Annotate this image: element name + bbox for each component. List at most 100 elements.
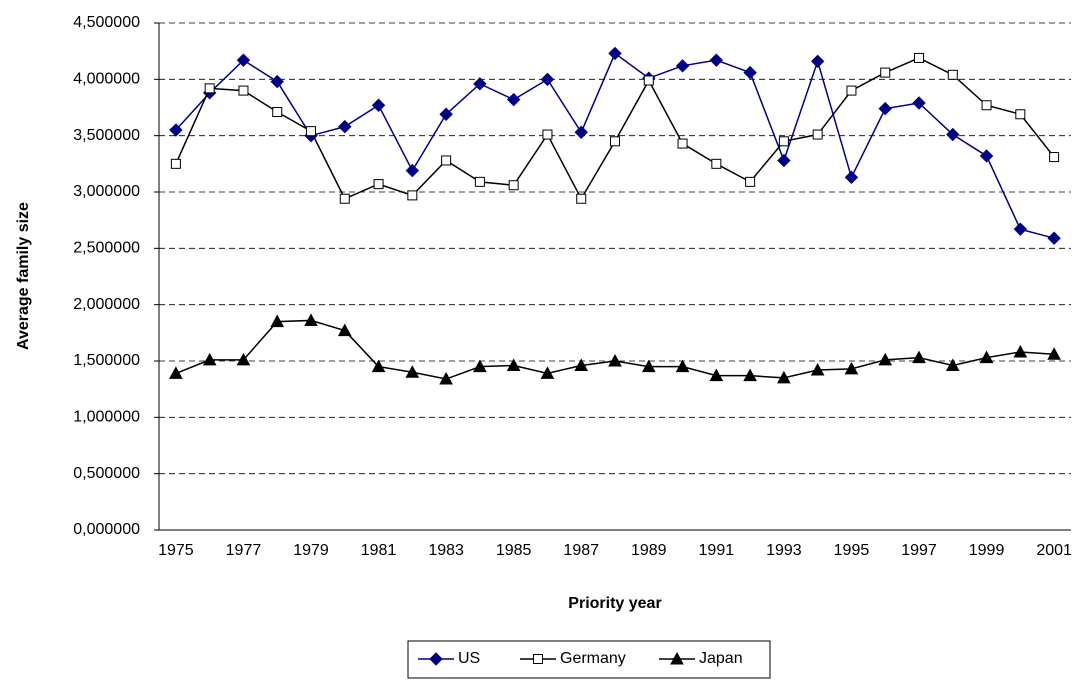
marker [777, 153, 791, 168]
marker [169, 366, 183, 379]
marker [878, 352, 893, 366]
marker [270, 314, 285, 328]
x-tick-label: 1987 [563, 542, 599, 559]
marker [439, 371, 453, 385]
y-tick-label: 1,500000 [73, 352, 140, 369]
marker [844, 170, 859, 185]
marker [912, 96, 926, 110]
marker [508, 180, 519, 191]
marker [540, 366, 555, 379]
marker [1049, 152, 1060, 163]
marker [675, 359, 690, 373]
y-tick-label: 4,500000 [73, 14, 140, 31]
marker [914, 52, 924, 63]
marker [643, 75, 654, 86]
marker [1013, 222, 1028, 236]
y-tick-label: 2,500000 [73, 240, 140, 257]
x-tick-label: 1991 [699, 542, 735, 559]
marker [338, 119, 352, 134]
x-tick-label: 1977 [226, 542, 262, 559]
marker [878, 101, 892, 116]
marker [810, 362, 825, 376]
marker [405, 365, 420, 378]
marker [202, 352, 217, 366]
marker [169, 123, 183, 137]
legend-label: US [458, 650, 480, 667]
marker [947, 69, 958, 80]
x-axis-title: Priority year [568, 595, 661, 612]
marker [1013, 344, 1028, 358]
marker [979, 350, 994, 364]
marker [981, 100, 992, 111]
y-tick-label: 1,000000 [73, 409, 140, 426]
marker [777, 370, 791, 384]
marker [709, 53, 724, 67]
marker [576, 193, 587, 204]
marker [574, 358, 589, 372]
marker [236, 352, 251, 366]
x-tick-label: 1993 [766, 542, 802, 559]
x-tick-label: 1985 [496, 542, 532, 559]
legend-label: Germany [560, 650, 626, 667]
y-axis-title: Average family size [15, 202, 32, 350]
y-tick-label: 0,000000 [73, 521, 140, 538]
x-tick-label: 1975 [158, 542, 194, 559]
legend-box [407, 640, 771, 679]
marker [946, 127, 960, 142]
x-tick-label: 2001 [1036, 542, 1072, 559]
marker [304, 313, 318, 326]
marker [810, 54, 825, 69]
marker [540, 72, 555, 87]
marker [506, 358, 521, 372]
x-tick-label: 1981 [361, 542, 397, 559]
marker [675, 59, 690, 73]
marker [1047, 231, 1061, 245]
x-tick-label: 1983 [428, 542, 464, 559]
x-tick-label: 1995 [834, 542, 870, 559]
marker [373, 179, 384, 190]
y-tick-label: 2,000000 [73, 296, 140, 313]
x-tick-label: 1989 [631, 542, 667, 559]
marker [979, 149, 994, 163]
marker [711, 158, 722, 169]
marker [204, 83, 215, 94]
marker [743, 65, 757, 80]
marker [812, 129, 823, 140]
marker [429, 652, 443, 666]
x-tick-label: 1997 [901, 542, 937, 559]
marker [709, 368, 724, 382]
marker [641, 359, 656, 373]
marker [1047, 347, 1061, 360]
marker [441, 155, 452, 166]
y-tick-label: 3,000000 [73, 183, 140, 200]
marker [405, 163, 420, 178]
marker [846, 85, 857, 96]
marker [880, 67, 891, 78]
marker [337, 323, 352, 337]
marker [473, 77, 487, 91]
marker [574, 125, 588, 139]
marker [339, 193, 350, 204]
x-tick-label: 1979 [293, 542, 329, 559]
marker [306, 126, 316, 137]
marker [533, 654, 543, 664]
marker [236, 53, 251, 67]
marker [745, 176, 756, 187]
y-tick-label: 3,500000 [73, 127, 140, 144]
marker [670, 651, 684, 665]
x-tick-label: 1999 [969, 542, 1005, 559]
y-tick-label: 0,500000 [73, 465, 140, 482]
series-line [175, 319, 1055, 380]
legend-label: Japan [699, 650, 743, 667]
marker [272, 107, 283, 118]
marker [778, 136, 789, 147]
marker [238, 85, 249, 96]
marker [610, 136, 620, 147]
marker [945, 358, 960, 372]
y-tick-label: 4,000000 [73, 71, 140, 88]
marker [743, 368, 757, 382]
marker [439, 107, 453, 121]
marker [474, 176, 485, 187]
marker [170, 158, 181, 169]
